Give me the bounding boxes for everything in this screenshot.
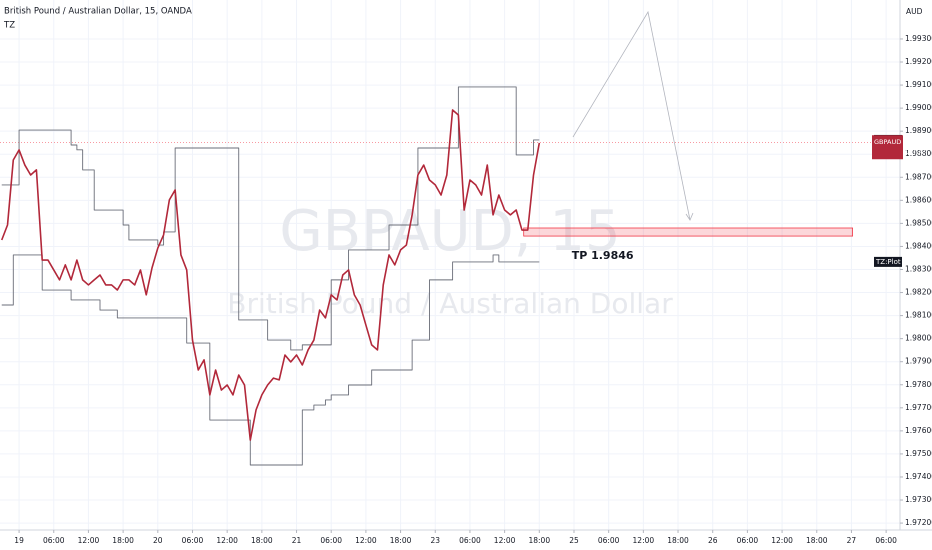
watermark-name: British Pound / Australian Dollar [227,287,673,320]
y-tick-label: 1.98800 [905,149,932,158]
x-tick-label: 12:00 [216,536,238,545]
y-tick-label: 1.99300 [905,34,932,43]
x-tick-label: 18:00 [806,536,828,545]
y-tick-label: 1.97600 [905,426,932,435]
projection-arrow [685,212,694,221]
x-tick-label: 21 [292,536,302,545]
axes: 1.97200 1.97300 1.97400 1.97500 1.97600 1.977… [14,34,932,545]
series-tag [874,256,902,267]
channel-line [1,254,540,466]
x-tick-label: 06:00 [875,536,897,545]
x-tick-label: 18:00 [390,536,412,545]
x-tick-label: 12:00 [633,536,655,545]
projection-drawing [572,10,691,221]
x-tick-label: 12:00 [355,536,377,545]
y-tick-label: 1.98200 [905,288,932,297]
y-tick-label: 1.97200 [905,518,932,527]
currency-label: AUD [906,7,923,16]
y-tick-label: 1.98700 [905,172,932,181]
y-tick-label: 1.98000 [905,334,932,343]
x-tick-label: 06:00 [737,536,759,545]
y-tick-label: 1.97800 [905,380,932,389]
x-tick-label: 06:00 [320,536,342,545]
x-tick-label: 12:00 [494,536,516,545]
y-tick-label: 1.97300 [905,495,932,504]
x-tick-label: 18:00 [667,536,689,545]
y-tick-label: 1.98400 [905,241,932,250]
y-tick-label: 1.97400 [905,472,932,481]
x-tick-label: 06:00 [598,536,620,545]
x-tick-label: 27 [847,536,857,545]
y-tick-label: 1.99000 [905,103,932,112]
plot: TP 1.9846 [0,86,900,466]
x-tick-label: 25 [569,536,579,545]
price-tag-time: 12:02 [904,147,926,156]
x-tick-label: 06:00 [182,536,204,545]
y-tick-label: 1.97900 [905,357,932,366]
x-tick-label: 06:00 [43,536,65,545]
x-tick-label: 23 [430,536,440,545]
x-tick-label: 06:00 [459,536,481,545]
watermark-symbol: GBPAUD, 15 [279,199,620,264]
price-line [0,109,541,441]
x-tick-label: 20 [153,536,163,545]
y-tick-label: 1.98900 [905,126,932,135]
x-tick-label: 18:00 [251,536,273,545]
y-tick-label: 1.99200 [905,57,932,66]
y-tick-label: 1.98300 [905,264,932,273]
y-tick-label: 1.98500 [905,218,932,227]
x-tick-label: 18:00 [112,536,134,545]
channel-line [1,86,540,351]
chart-title: British Pound / Australian Dollar, 15, O… [4,7,192,17]
x-tick-label: 12:00 [771,536,793,545]
x-tick-label: 19 [14,536,24,545]
y-tick-label: 1.98100 [905,311,932,320]
y-tick-label: 1.98600 [905,195,932,204]
target-zone [523,227,854,237]
price-tag-value: 1.98852 [904,137,932,146]
x-tick-label: 26 [708,536,718,545]
y-tick-label: 1.97500 [905,449,932,458]
annotation: TP 1.9846 [572,249,634,262]
price-tag-symbol: GBPAUD [874,138,901,146]
y-tick-label: 1.99100 [905,80,932,89]
price-tag [872,135,903,160]
indicator-label: TZ [3,21,15,31]
series-tag-label: TZ:Plot [875,258,901,266]
x-tick-label: 12:00 [78,536,100,545]
y-tick-label: 1.97700 [905,403,932,412]
x-tick-label: 18:00 [528,536,550,545]
